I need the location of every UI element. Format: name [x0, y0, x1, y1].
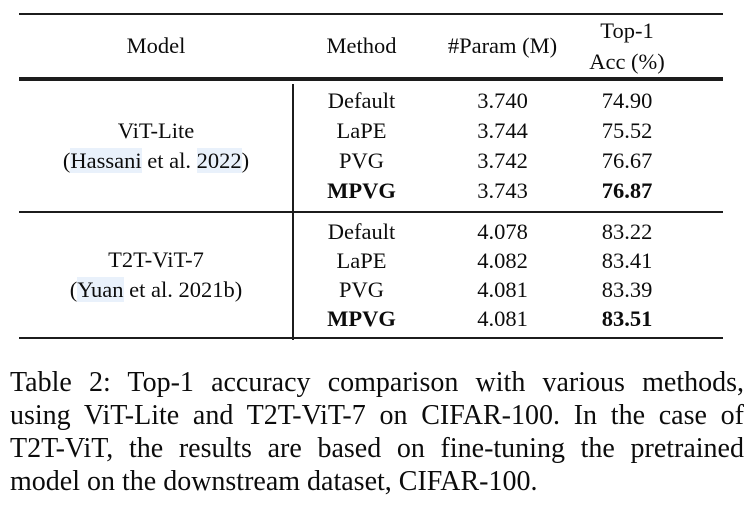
param-cell: 3.744 [477, 118, 528, 143]
param-cell: 4.078 [477, 218, 528, 244]
citation-link-year[interactable]: 2022 [196, 148, 242, 173]
model-name: T2T-ViT-7 [108, 247, 204, 272]
caption-line: model on the downstream dataset, CIFAR-1… [10, 466, 538, 497]
header-param: #Param (M) [447, 33, 558, 58]
model-cell-t2t-vit: T2T-ViT-7 (Yuan et al. 2021b) [19, 217, 293, 333]
cite-paren-open: ( [62, 148, 71, 173]
header-acc-line1: Top-1 [600, 18, 654, 43]
group-t2t-vit: T2T-ViT-7 (Yuan et al. 2021b) Default 4.… [19, 213, 723, 337]
acc-cell: 83.41 [601, 247, 653, 273]
acc-cell-best: 76.87 [601, 178, 653, 203]
acc-cell: 83.39 [601, 276, 653, 302]
table-header-row: Model Method #Param (M) Top-1 Acc (%) [19, 15, 723, 77]
method-cell: Default [327, 88, 396, 113]
header-acc-line2: Acc (%) [589, 49, 665, 74]
method-cell-mpvg: MPVG [327, 178, 396, 203]
method-cell: LaPE [336, 247, 387, 273]
cite-paren-close: ) [241, 148, 250, 173]
model-citation: (Yuan et al. 2021b) [70, 275, 242, 305]
header-method: Method [326, 33, 397, 58]
method-cell-mpvg: MPVG [327, 305, 396, 331]
group-vit-lite: ViT-Lite (Hassani et al. 2022) Default 3… [19, 81, 723, 211]
model-name: ViT-Lite [117, 118, 195, 143]
method-cell: PVG [338, 276, 384, 302]
param-cell: 4.081 [477, 305, 528, 331]
param-cell: 4.082 [477, 247, 528, 273]
param-cell: 3.742 [477, 148, 528, 173]
acc-cell: 83.22 [601, 218, 653, 244]
model-cell-vit-lite: ViT-Lite (Hassani et al. 2022) [19, 86, 293, 206]
model-citation: (Hassani et al. 2022) [63, 146, 249, 176]
acc-cell: 75.52 [601, 118, 653, 143]
cite-etal: et al. [141, 148, 197, 173]
table-bottom-rule [19, 337, 723, 339]
cite-paren-open: ( [69, 277, 78, 302]
method-cell: Default [327, 218, 396, 244]
param-cell: 3.743 [477, 178, 528, 203]
acc-cell: 74.90 [601, 88, 653, 113]
header-acc: Top-1 Acc (%) [575, 15, 723, 77]
method-cell: PVG [338, 148, 384, 173]
table-top-rule [19, 13, 723, 15]
cite-etal: et al. [123, 277, 179, 302]
param-cell: 4.081 [477, 276, 528, 302]
header-model: Model [126, 33, 186, 58]
citation-link-author[interactable]: Hassani [70, 148, 142, 173]
caption-line: Table 2: Top-1 accuracy comparison with … [10, 367, 744, 398]
acc-cell-best: 83.51 [601, 305, 653, 331]
method-cell: LaPE [336, 118, 387, 143]
cite-year: 2021b [178, 277, 235, 302]
caption-line: using ViT-Lite and T2T-ViT-7 on CIFAR-10… [10, 400, 744, 431]
group-divider-rule [19, 211, 723, 213]
table-2: Model Method #Param (M) Top-1 Acc (%) Vi… [19, 13, 723, 340]
citation-link-author[interactable]: Yuan [77, 277, 124, 302]
column-divider-line [292, 84, 294, 340]
cite-paren-close: ) [234, 277, 243, 302]
caption-line: T2T-ViT, the results are based on fine-t… [10, 433, 744, 464]
acc-cell: 76.67 [601, 148, 653, 173]
header-double-rule [19, 77, 723, 81]
table-caption: Table 2: Top-1 accuracy comparison with … [10, 366, 744, 498]
param-cell: 3.740 [477, 88, 528, 113]
